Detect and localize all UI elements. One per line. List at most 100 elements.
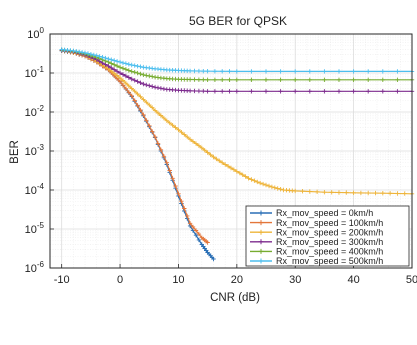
series-point — [336, 89, 342, 94]
series-point — [214, 156, 219, 162]
series-point — [234, 169, 239, 174]
series-point — [173, 125, 178, 130]
series-point — [307, 89, 312, 94]
series-point — [278, 89, 283, 94]
series-5 — [59, 47, 415, 74]
series-point — [176, 191, 181, 196]
series-point — [158, 147, 164, 152]
series-point — [202, 148, 207, 153]
series-point — [373, 190, 378, 196]
series-point — [225, 164, 231, 169]
series-point — [164, 160, 169, 165]
series-point — [147, 123, 152, 128]
y-tick-base: 10 — [25, 263, 37, 275]
series-point — [199, 145, 204, 151]
series-point — [135, 64, 140, 69]
series-point — [135, 70, 140, 76]
series-point — [272, 185, 277, 190]
series-point — [164, 118, 169, 123]
series-point — [192, 68, 197, 74]
series-point — [117, 75, 123, 81]
series-point — [114, 63, 120, 69]
y-tick-exponent: -4 — [37, 182, 45, 191]
series-point — [141, 112, 146, 117]
series-point — [212, 69, 218, 74]
series-point — [201, 88, 206, 94]
series-point — [208, 152, 213, 157]
series-point — [71, 48, 76, 53]
series-point — [196, 77, 202, 82]
series-point — [395, 191, 400, 196]
series-point — [123, 86, 129, 91]
series-point — [123, 67, 129, 72]
series-point — [275, 186, 280, 191]
series-point — [249, 89, 254, 94]
series-point — [366, 89, 371, 94]
series-point — [366, 77, 371, 82]
series-point — [395, 69, 400, 74]
series-point — [223, 162, 228, 167]
series-point — [135, 79, 140, 84]
series-point — [322, 190, 327, 195]
series-point — [112, 62, 117, 67]
series-point — [293, 89, 298, 94]
legend-marker — [258, 239, 264, 245]
series-point — [155, 110, 161, 116]
series-point — [380, 69, 385, 74]
series-point — [196, 143, 202, 148]
series-point — [152, 108, 158, 113]
series-point — [187, 68, 193, 74]
series-point — [132, 63, 137, 68]
series-point — [205, 89, 210, 94]
series-point — [190, 139, 196, 144]
series-point — [120, 60, 126, 66]
series-point — [220, 160, 225, 165]
series-point — [217, 158, 222, 163]
series-point — [170, 123, 175, 128]
series-point — [380, 191, 385, 196]
series-point — [263, 69, 269, 74]
series-point — [300, 189, 305, 194]
series-point — [205, 69, 210, 74]
series-point — [395, 89, 400, 94]
series-point — [266, 183, 272, 189]
y-tick-label: 100 — [27, 26, 44, 41]
y-tick-label: 10-4 — [25, 182, 45, 197]
legend-item: Rx_mov_speed = 100km/h — [250, 218, 383, 228]
x-tick-label: 40 — [347, 274, 359, 286]
series-point — [117, 65, 123, 70]
legend-marker — [258, 210, 264, 216]
series-point — [205, 77, 210, 82]
series-point — [269, 184, 275, 190]
series-point — [141, 72, 146, 77]
series-point — [126, 90, 131, 95]
series-point — [158, 113, 164, 118]
legend-item: Rx_mov_speed = 400km/h — [250, 247, 383, 257]
series-point — [120, 66, 126, 71]
series-point — [170, 176, 175, 181]
series-point — [246, 176, 251, 181]
series-point — [138, 107, 143, 113]
series-point — [192, 77, 197, 82]
series-point — [144, 100, 149, 105]
series-point — [278, 69, 283, 74]
series-point — [132, 70, 137, 75]
series-point — [205, 150, 210, 155]
series-point — [161, 115, 167, 121]
series-point — [150, 84, 155, 89]
legend-label: Rx_mov_speed = 0km/h — [276, 208, 373, 218]
series-point — [187, 77, 193, 82]
series-point — [167, 120, 172, 126]
series-point — [187, 221, 193, 226]
series-point — [179, 199, 184, 204]
series-point — [123, 73, 129, 79]
series-point — [263, 89, 269, 94]
series-point — [147, 83, 152, 88]
series-point — [126, 83, 131, 89]
series-point — [120, 83, 126, 88]
series-point — [97, 54, 102, 59]
series-point — [322, 89, 327, 94]
